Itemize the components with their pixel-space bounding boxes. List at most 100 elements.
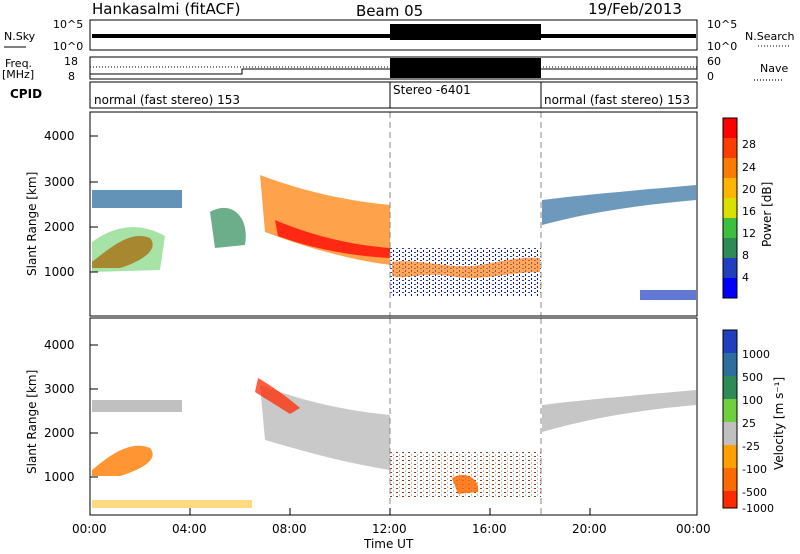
freq-tick-top: 18 — [64, 55, 78, 68]
power-ytick-1000: 1000 — [44, 265, 75, 279]
power-echo-upper-band — [92, 190, 182, 208]
velocity-yticks: 1000 2000 3000 4000 — [44, 338, 98, 484]
freq-panel: Freq. [MHz] 18 8 60 0 Nave — [2, 55, 788, 83]
velocity-colorbar-segment — [723, 422, 737, 445]
velocity-cbar-tick-neg500: -500 — [742, 486, 767, 499]
velocity-echo-arc-red — [255, 378, 300, 414]
velocity-ytick-3000: 3000 — [44, 382, 75, 396]
velocity-cbar-tick-neg1000: -1000 — [742, 502, 774, 515]
power-colorbar-segment — [723, 258, 737, 278]
date-title: 19/Feb/2013 — [588, 0, 682, 18]
cpid-segment-1: normal (fast stereo) 153 — [94, 93, 240, 107]
velocity-colorbar-segment — [723, 330, 737, 353]
power-echo-left-halo — [92, 227, 165, 272]
x-tick-0400: 04:00 — [172, 522, 207, 536]
cpid-panel: CPID normal (fast stereo) 153 Stereo -64… — [10, 81, 698, 109]
nsky-panel: N.Sky 10^5 10^0 10^5 10^0 N.Search — [4, 18, 795, 53]
station-title: Hankasalmi (fitACF) — [92, 0, 240, 18]
velocity-colorbar-segment — [723, 353, 737, 376]
nsearch-label: N.Search — [745, 30, 795, 43]
velocity-low-band — [92, 500, 252, 508]
x-axis: 00:00 04:00 08:00 12:00 16:00 20:00 00:0… — [72, 508, 711, 551]
velocity-colorbar-segment — [723, 491, 737, 508]
power-colorbar-segment — [723, 158, 737, 178]
velocity-colorbar-segment — [723, 468, 737, 491]
power-ytick-3000: 3000 — [44, 175, 75, 189]
power-echo-arc-core — [275, 220, 390, 258]
power-colorbar-segment — [723, 138, 737, 158]
velocity-cbar-tick-neg25: -25 — [742, 440, 760, 453]
freq-trace-middle — [390, 58, 541, 78]
power-colorbar-segment — [723, 278, 737, 298]
power-cbar-label: Power [dB] — [760, 182, 774, 247]
x-tick-2000: 20:00 — [572, 522, 607, 536]
velocity-cbar-tick-25: 25 — [742, 417, 756, 430]
velocity-colorbar-segment — [723, 445, 737, 468]
power-ytick-2000: 2000 — [44, 220, 75, 234]
nsky-label: N.Sky — [4, 30, 36, 43]
power-panel: 1000 2000 3000 4000 Slant Range [km] — [25, 111, 698, 317]
nsky-trace-middle — [390, 24, 541, 40]
velocity-colorbar: 1000 500 100 25 -25 -100 -500 -1000 Velo… — [722, 329, 786, 515]
power-echo-mid — [210, 207, 246, 248]
freq-label: Freq. — [5, 57, 32, 70]
power-cbar-tick-16: 16 — [742, 205, 756, 218]
power-echo-left-blob — [92, 236, 153, 268]
freq-tick-bottom: 8 — [68, 70, 75, 83]
nsearch-tick-top: 10^5 — [707, 18, 737, 31]
power-cbar-tick-28: 28 — [742, 138, 756, 151]
power-colorbar-segment — [723, 118, 737, 138]
velocity-cbar-label: Velocity [m s⁻¹] — [772, 377, 786, 470]
power-ylabel: Slant Range [km] — [25, 172, 39, 276]
power-echo-arc — [260, 175, 390, 265]
power-ytick-4000: 4000 — [44, 129, 75, 143]
nsearch-tick-bottom: 10^0 — [707, 40, 737, 53]
beam-title: Beam 05 — [356, 2, 423, 20]
velocity-echo-left-blob — [92, 445, 153, 476]
velocity-echo-upper-band — [92, 400, 182, 412]
velocity-stereo-echo — [452, 474, 479, 494]
power-cbar-tick-4: 4 — [742, 271, 749, 284]
nsky-tick-bottom: 10^0 — [53, 40, 83, 53]
nave-tick-top: 60 — [707, 55, 721, 68]
power-colorbar-segment — [723, 238, 737, 258]
velocity-colorbar-segment — [723, 376, 737, 399]
velocity-ytick-2000: 2000 — [44, 426, 75, 440]
x-tick-1600: 16:00 — [472, 522, 507, 536]
power-colorbar-segment — [723, 178, 737, 198]
x-tick-0000: 00:00 — [72, 522, 107, 536]
power-colorbar-segment — [723, 198, 737, 218]
velocity-colorbar-segment — [723, 399, 737, 422]
x-tick-2400: 00:00 — [676, 522, 711, 536]
power-cbar-tick-24: 24 — [742, 161, 756, 174]
velocity-ytick-1000: 1000 — [44, 470, 75, 484]
velocity-panel: 1000 2000 3000 4000 Slant Range [km] — [25, 317, 698, 516]
velocity-cbar-tick-1000: 1000 — [742, 348, 770, 361]
nave-tick-bottom: 0 — [707, 70, 714, 83]
power-colorbar: 28 24 20 16 12 8 4 Power [dB] — [722, 117, 774, 299]
x-tick-1200: 12:00 — [372, 522, 407, 536]
nave-label: Nave — [760, 62, 788, 75]
cpid-segment-2: Stereo -6401 — [393, 83, 471, 97]
x-tick-0800: 08:00 — [272, 522, 307, 536]
freq-units: [MHz] — [2, 68, 34, 81]
velocity-ylabel: Slant Range [km] — [25, 370, 39, 474]
velocity-right-echo — [542, 390, 696, 432]
power-stereo-echo — [392, 257, 540, 278]
velocity-ytick-4000: 4000 — [44, 338, 75, 352]
cpid-label: CPID — [10, 87, 42, 101]
power-cbar-tick-8: 8 — [742, 249, 749, 262]
velocity-cbar-tick-neg100: -100 — [742, 463, 767, 476]
power-cbar-tick-20: 20 — [742, 183, 756, 196]
cpid-segment-3: normal (fast stereo) 153 — [544, 93, 690, 107]
power-colorbar-segment — [723, 218, 737, 238]
velocity-cbar-tick-100: 100 — [742, 394, 763, 407]
nsky-trace-left — [92, 34, 390, 38]
power-right-low — [640, 290, 696, 300]
velocity-cbar-tick-500: 500 — [742, 371, 763, 384]
nsky-trace-right — [541, 34, 696, 38]
power-cbar-tick-12: 12 — [742, 227, 756, 240]
nsky-tick-top: 10^5 — [53, 18, 83, 31]
x-axis-title: Time UT — [363, 537, 414, 551]
